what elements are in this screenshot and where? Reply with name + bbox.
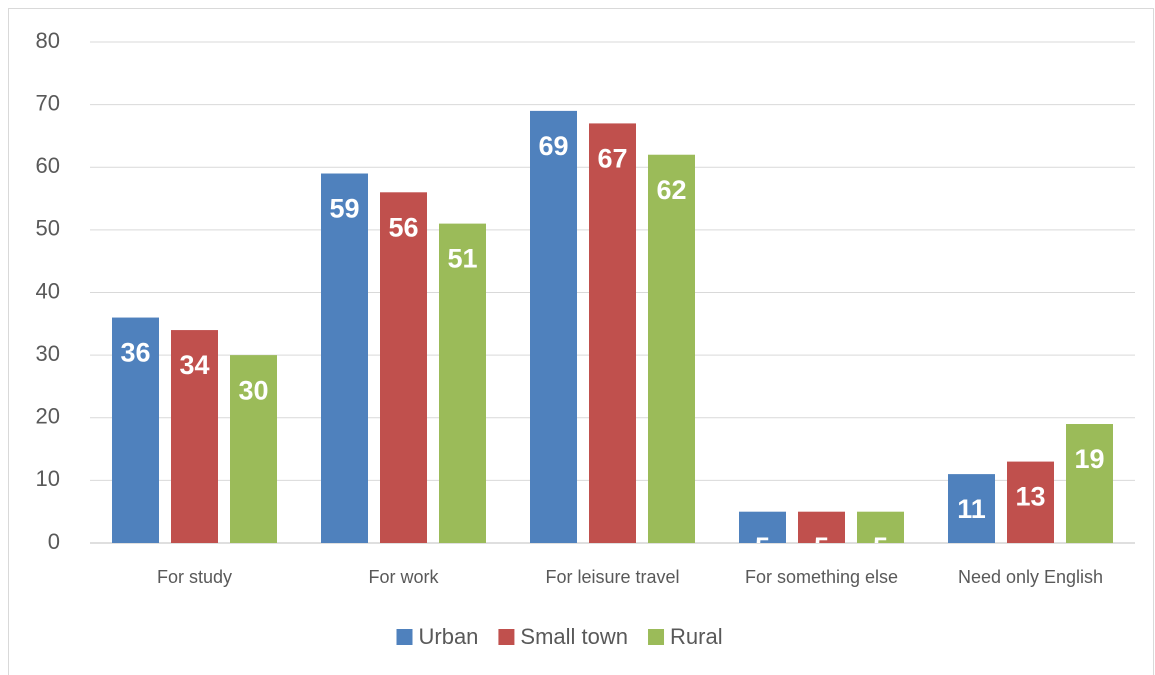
legend-label: Urban (419, 624, 479, 649)
legend-label: Small town (520, 624, 628, 649)
data-label: 56 (388, 212, 418, 242)
legend-swatch (498, 629, 515, 645)
x-tick-label: Need only English (958, 567, 1103, 587)
data-label: 67 (597, 144, 627, 174)
data-label: 34 (179, 350, 209, 380)
data-label: 11 (957, 494, 986, 524)
data-label: 59 (329, 194, 359, 224)
y-tick-label: 50 (36, 216, 60, 241)
y-tick-label: 70 (36, 90, 60, 115)
x-tick-label: For study (157, 567, 232, 587)
bar (321, 173, 368, 543)
bar (589, 123, 636, 543)
bar (439, 223, 486, 544)
bar (230, 355, 277, 543)
data-label: 30 (238, 375, 268, 405)
chart-frame (8, 8, 1154, 675)
data-label: 51 (447, 244, 477, 274)
data-label: 36 (120, 338, 150, 368)
bar (1066, 424, 1113, 543)
bar (948, 474, 995, 543)
legend-label: Rural (670, 624, 723, 649)
bar (739, 511, 786, 543)
bar (648, 154, 695, 543)
bar (530, 110, 577, 543)
x-tick-label: For something else (745, 567, 898, 587)
y-tick-label: 40 (36, 278, 60, 303)
bar (1007, 461, 1054, 543)
data-label: 5 (873, 532, 888, 562)
data-labels: 36 34 30 59 56 51 69 67 62 5 5 5 11 13 19 (120, 131, 1104, 562)
y-tick-label: 80 (36, 28, 60, 53)
y-tick-label: 10 (36, 466, 60, 491)
data-label: 5 (755, 532, 770, 562)
bar (112, 317, 159, 543)
bar (857, 511, 904, 543)
bar (380, 192, 427, 544)
bar (171, 330, 218, 543)
bar (798, 511, 845, 543)
y-tick-label: 30 (36, 341, 60, 366)
y-tick-label: 60 (36, 153, 60, 178)
data-label: 69 (538, 131, 568, 161)
x-tick-label: For leisure travel (545, 567, 679, 587)
y-tick-label: 0 (48, 529, 60, 554)
data-label: 13 (1015, 482, 1045, 512)
data-label: 62 (656, 175, 686, 205)
x-tick-label: For work (368, 567, 439, 587)
legend-swatch (648, 629, 665, 645)
data-label: 19 (1074, 444, 1104, 474)
data-label: 5 (814, 532, 829, 562)
legend-swatch (396, 629, 413, 645)
y-tick-label: 20 (36, 404, 60, 429)
